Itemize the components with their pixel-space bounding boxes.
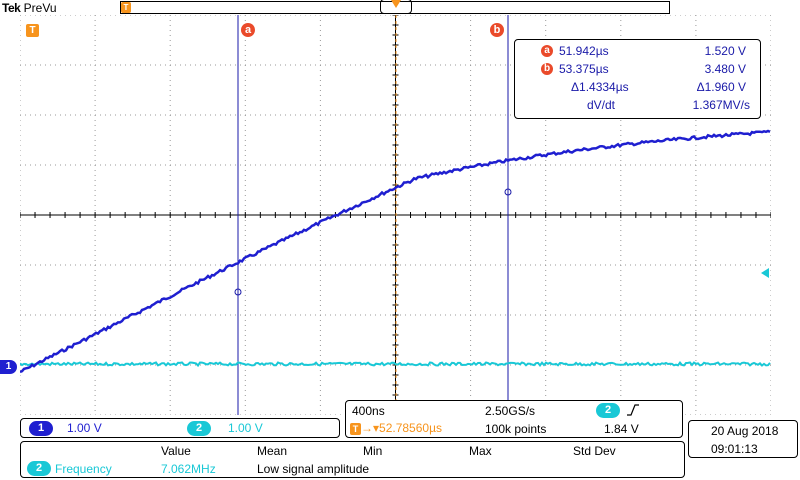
cursor-readout-panel: a 51.942µs 1.520 V b 53.375µs 3.480 V Δ1… xyxy=(514,39,761,119)
view-window-handle[interactable] xyxy=(380,0,412,14)
mode-label: PreVu xyxy=(23,1,57,15)
meas-header-max: Max xyxy=(469,444,492,458)
timebase-panel[interactable]: 400ns 2.50GS/s 2 T →▾52.78560µs 100k poin… xyxy=(345,400,683,438)
meas-name[interactable]: Frequency xyxy=(55,462,112,476)
meas-value: 7.062MHz xyxy=(161,462,216,476)
trigger-level[interactable]: 1.84 V xyxy=(604,422,639,436)
channel-scale-panel[interactable]: 1 1.00 V 2 1.00 V xyxy=(20,418,340,438)
cursor-b-crosshair xyxy=(504,188,512,196)
ch2-chip[interactable]: 2 xyxy=(187,421,211,436)
trigger-time-marker[interactable]: T xyxy=(26,24,39,37)
meas-channel-chip: 2 xyxy=(27,461,51,476)
trigger-offset-flag: T xyxy=(350,422,361,435)
measurement-panel[interactable]: Value Mean Min Max Std Dev 2 Frequency 7… xyxy=(20,441,685,478)
brand: Tek PreVu xyxy=(2,0,57,16)
tek-logo: Tek xyxy=(2,1,21,15)
cursor-a-time: 51.942µs xyxy=(559,44,609,58)
datetime-panel: 20 Aug 2018 09:01:13 xyxy=(688,420,798,458)
meas-header-value: Value xyxy=(161,444,191,458)
record-length[interactable]: 100k points xyxy=(485,422,547,436)
cursor-b-time: 53.375µs xyxy=(559,62,609,76)
trigger-position: 52.78560µs xyxy=(379,421,442,435)
trigger-position-icon[interactable] xyxy=(390,0,402,10)
meas-header-stddev: Std Dev xyxy=(573,444,616,458)
ch1-scale[interactable]: 1.00 V xyxy=(67,421,102,435)
rate-value: 1.367MV/s xyxy=(692,98,750,112)
cursor-a-badge[interactable]: a xyxy=(241,23,255,37)
cursor-a-volt: 1.520 V xyxy=(704,44,746,58)
arrow-right-icon: →▾ xyxy=(361,421,380,435)
ch1-waveform xyxy=(20,129,771,374)
readout-b-badge: b xyxy=(541,63,553,75)
ch2-waveform xyxy=(20,360,771,368)
waveform-display[interactable] xyxy=(20,15,771,415)
ch2-trigger-level-icon[interactable] xyxy=(760,268,770,280)
ch1-chip[interactable]: 1 xyxy=(29,421,53,436)
record-trigger-marker: T xyxy=(121,2,131,13)
meas-note: Low signal amplitude xyxy=(257,462,370,476)
ch2-scale[interactable]: 1.00 V xyxy=(228,421,263,435)
sample-rate: 2.50GS/s xyxy=(485,404,536,418)
rate-label: dV/dt xyxy=(587,98,616,112)
meas-header-min: Min xyxy=(363,444,383,458)
table-row[interactable]: 2 Frequency 7.062MHz Low signal amplitud… xyxy=(21,461,684,477)
ch1-ground-marker[interactable]: 1 xyxy=(0,360,17,374)
rising-edge-icon xyxy=(627,404,639,416)
time-per-div[interactable]: 400ns xyxy=(352,404,385,418)
readout-a-badge: a xyxy=(541,45,553,57)
cursor-a-crosshair xyxy=(234,288,242,296)
cursor-b-volt: 3.480 V xyxy=(704,62,746,76)
date-label: 20 Aug 2018 xyxy=(711,424,779,438)
cursor-delta-volt: Δ1.960 V xyxy=(696,80,746,94)
cursor-b-badge[interactable]: b xyxy=(490,23,504,37)
trigger-offset[interactable]: T →▾52.78560µs xyxy=(350,421,442,435)
trigger-source-chip[interactable]: 2 xyxy=(596,403,620,418)
time-label: 09:01:13 xyxy=(711,442,758,456)
meas-header-mean: Mean xyxy=(257,444,288,458)
cursor-delta-time: Δ1.4334µs xyxy=(571,80,629,94)
